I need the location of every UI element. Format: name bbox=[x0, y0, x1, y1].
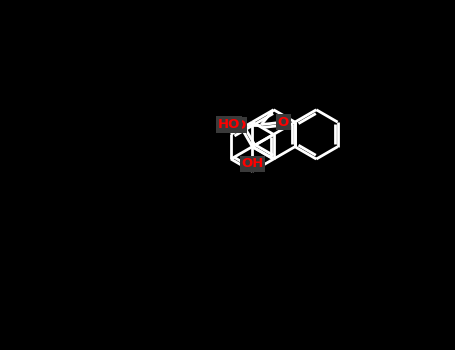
Text: OH: OH bbox=[241, 158, 263, 170]
Text: O: O bbox=[234, 119, 246, 132]
Text: O: O bbox=[278, 116, 289, 128]
Text: HO: HO bbox=[218, 118, 240, 131]
